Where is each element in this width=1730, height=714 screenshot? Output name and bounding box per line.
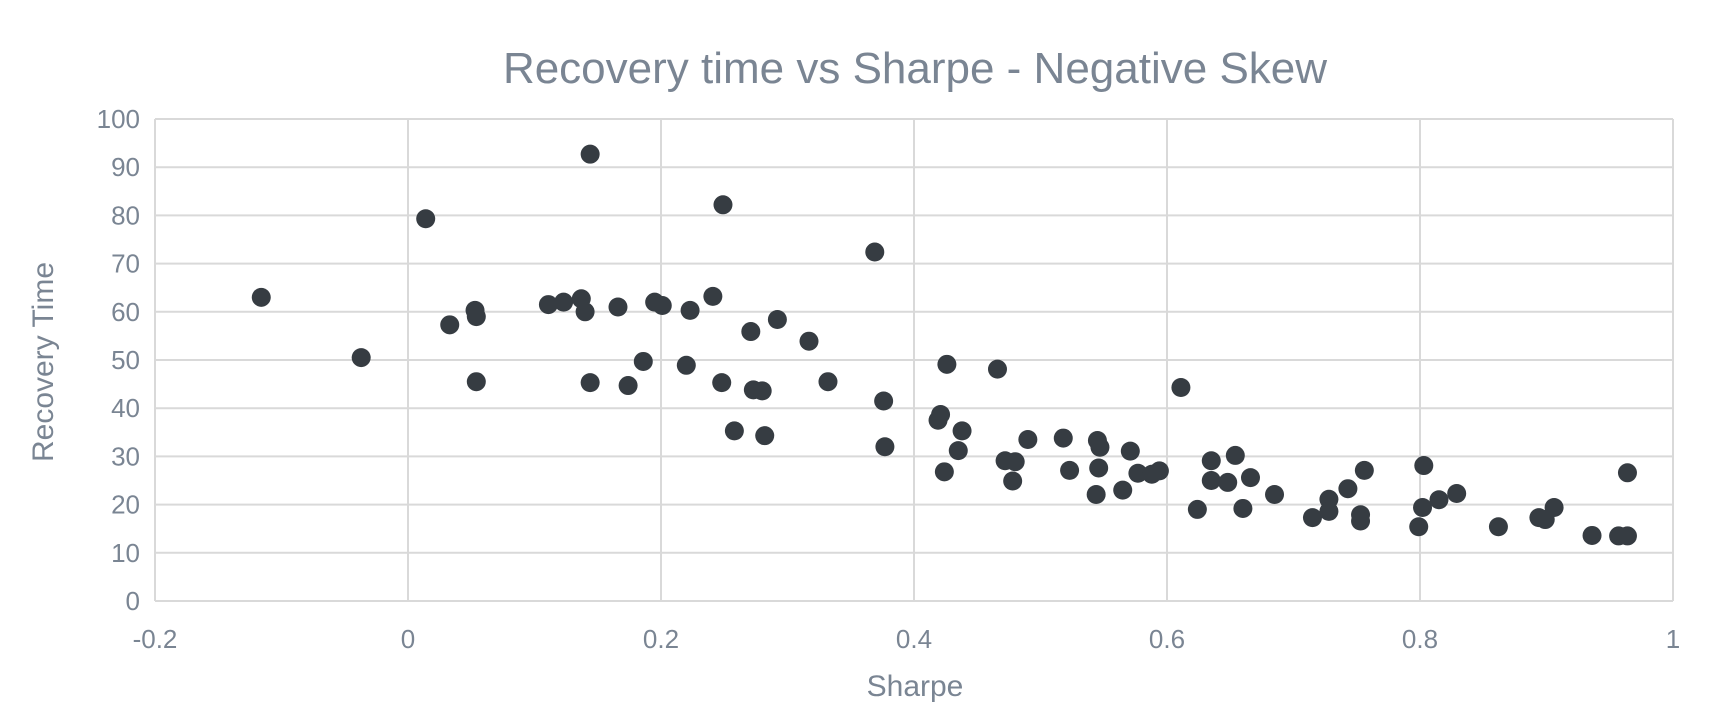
scatter-point — [1409, 517, 1429, 537]
scatter-point — [767, 310, 787, 330]
scatter-point — [680, 300, 700, 320]
scatter-point — [865, 242, 885, 262]
scatter-point — [633, 351, 653, 371]
data-points — [251, 144, 1637, 546]
scatter-point — [1089, 458, 1109, 478]
y-tick-label: 60 — [111, 297, 140, 327]
scatter-point — [1338, 479, 1358, 499]
scatter-point — [1488, 517, 1508, 537]
scatter-point — [703, 286, 723, 306]
scatter-point — [1113, 480, 1133, 500]
y-tick-label: 10 — [111, 538, 140, 568]
scatter-point — [952, 421, 972, 441]
y-tick-label: 30 — [111, 441, 140, 471]
scatter-point — [676, 355, 696, 375]
scatter-point — [752, 381, 772, 401]
scatter-point — [1413, 497, 1433, 517]
scatter-point — [1544, 497, 1564, 517]
y-axis-title: Recovery Time — [27, 262, 60, 462]
scatter-point — [931, 404, 951, 424]
scatter-point — [466, 372, 486, 392]
scatter-point — [1053, 428, 1073, 448]
scatter-point — [580, 373, 600, 393]
scatter-point — [251, 287, 271, 307]
scatter-point — [1018, 430, 1038, 450]
scatter-point — [1060, 460, 1080, 480]
scatter-point — [1447, 484, 1467, 504]
scatter-point — [1218, 472, 1238, 492]
scatter-point — [652, 296, 672, 316]
scatter-point — [1582, 525, 1602, 545]
scatter-point — [934, 462, 954, 482]
scatter-point — [1201, 471, 1221, 490]
scatter-point — [1351, 511, 1371, 531]
scatter-point — [1149, 461, 1169, 481]
scatter-point — [937, 354, 957, 374]
scatter-point — [1005, 452, 1025, 472]
scatter-point — [741, 322, 761, 342]
x-tick-label: 0.6 — [1149, 624, 1185, 654]
scatter-point — [874, 391, 894, 411]
x-tick-label: 1 — [1666, 624, 1680, 654]
scatter-point — [1414, 456, 1434, 476]
x-tick-label: 0 — [401, 624, 415, 654]
scatter-point — [818, 372, 838, 392]
chart-title: Recovery time vs Sharpe - Negative Skew — [503, 44, 1327, 93]
scatter-point — [713, 195, 733, 215]
x-axis-title: Sharpe — [867, 670, 964, 703]
scatter-point — [1617, 463, 1637, 483]
scatter-point — [1120, 441, 1140, 461]
scatter-point — [416, 209, 436, 229]
scatter-point — [724, 421, 744, 441]
scatter-point — [1201, 451, 1221, 471]
y-tick-label: 20 — [111, 490, 140, 520]
y-tick-label: 70 — [111, 249, 140, 279]
scatter-point — [575, 302, 595, 322]
y-tick-label: 100 — [97, 104, 140, 134]
scatter-point — [1302, 508, 1322, 528]
tick-labels: 0 10 20 30 40 50 60 70 80 90 100 -0.2 0 0.2 0.4 0.6 0.8 1 — [97, 104, 1681, 654]
x-tick-label: 0.2 — [643, 624, 679, 654]
scatter-point — [1003, 471, 1023, 491]
scatter-point — [1090, 437, 1110, 457]
scatter-point — [580, 144, 600, 164]
scatter-point — [1128, 463, 1148, 483]
scatter-point — [618, 376, 638, 396]
scatter-point — [1187, 499, 1207, 519]
scatter-point — [1086, 484, 1106, 504]
scatter-point — [608, 297, 628, 317]
scatter-point — [948, 441, 968, 461]
y-tick-label: 90 — [111, 152, 140, 182]
scatter-point — [875, 437, 895, 457]
scatter-point — [466, 307, 486, 327]
scatter-point — [1225, 445, 1245, 465]
y-tick-label: 40 — [111, 393, 140, 423]
x-tick-label: 0.8 — [1402, 624, 1438, 654]
y-tick-label: 80 — [111, 200, 140, 230]
scatter-point — [554, 292, 574, 312]
scatter-point — [712, 373, 732, 393]
scatter-point — [1171, 377, 1191, 397]
x-tick-label: 0.4 — [896, 624, 932, 654]
y-tick-label: 0 — [126, 586, 140, 616]
scatter-point — [440, 315, 460, 335]
scatter-point — [1233, 498, 1253, 518]
y-tick-label: 50 — [111, 345, 140, 375]
scatter-point — [1617, 526, 1637, 546]
scatter-point — [987, 359, 1007, 379]
scatter-point — [1354, 460, 1374, 480]
x-tick-label: -0.2 — [133, 624, 178, 654]
scatter-point — [538, 295, 558, 315]
gridlines — [154, 118, 1674, 602]
scatter-point — [799, 331, 819, 351]
scatter-point — [1319, 501, 1339, 521]
scatter-point — [1429, 490, 1449, 510]
scatter-point — [351, 348, 371, 368]
scatter-point — [755, 426, 775, 446]
scatter-point — [1240, 468, 1260, 488]
scatter-point — [1265, 484, 1285, 504]
